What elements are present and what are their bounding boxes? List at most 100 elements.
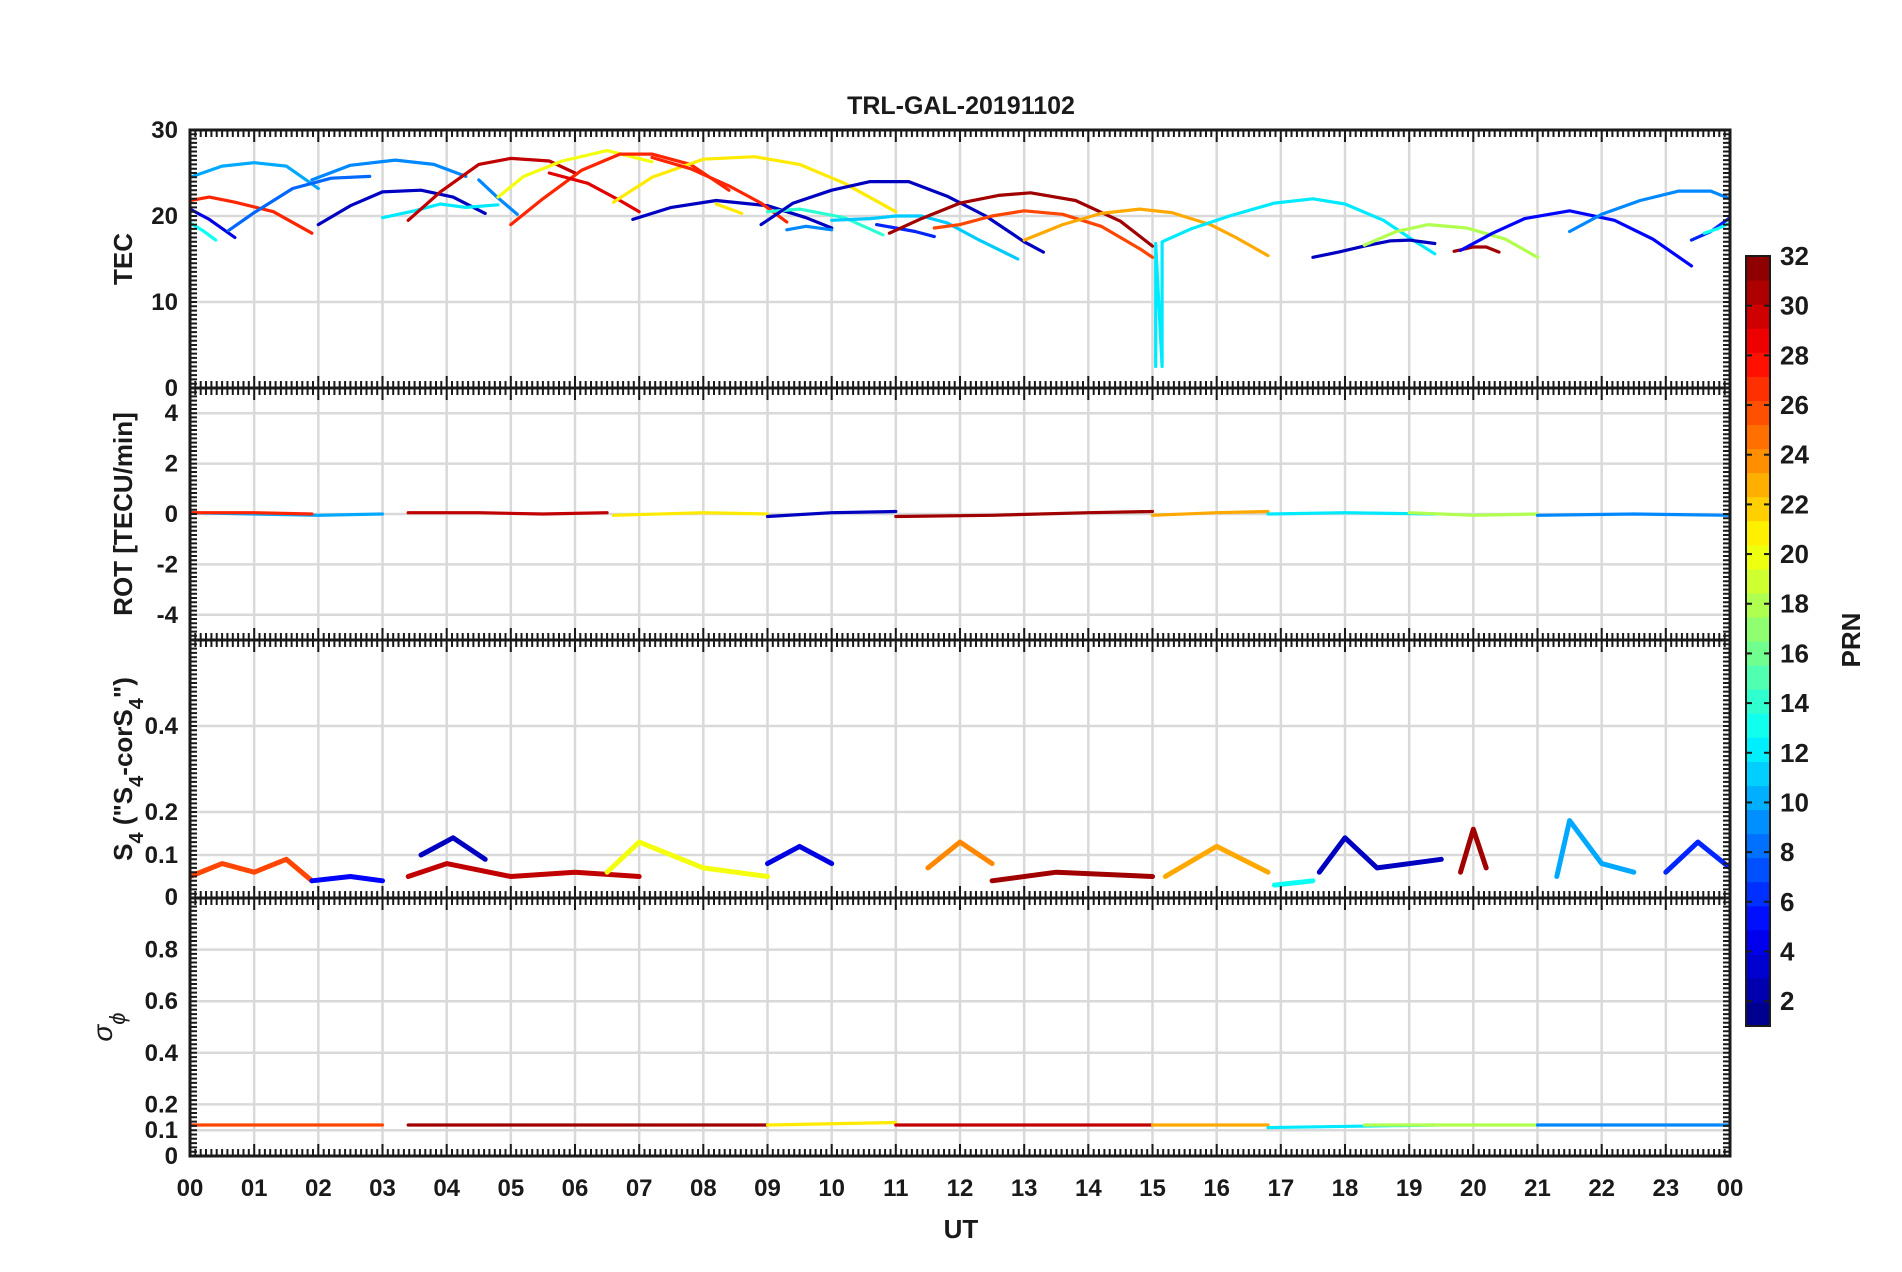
colorbar-label: PRN [1836,613,1866,668]
colorbar-segment [1746,520,1770,546]
x-tick-label: 11 [883,1175,908,1202]
colorbar-segment [1746,713,1770,738]
colorbar-segment [1746,424,1770,450]
series-prn-12 [380,202,500,220]
series-group [190,1120,1730,1130]
colorbar-segment [1746,977,1770,1003]
series-prn-9 [1567,189,1730,234]
colorbar-segment [1746,929,1770,955]
colorbar-segment [1746,857,1770,883]
y-tick-label: -4 [157,602,179,629]
colorbar-tick-label: 10 [1780,787,1809,817]
x-tick-label: 04 [433,1175,460,1202]
series-prn-21 [611,511,770,517]
x-tick-label: 21 [1524,1175,1551,1202]
colorbar-tick-label: 4 [1780,936,1795,966]
y-tick-label: 0 [165,1143,178,1170]
colorbar-segment [1746,568,1770,594]
colorbar-tick-label: 12 [1780,738,1809,768]
series-group [190,149,1730,369]
x-tick-label: 13 [1011,1175,1038,1202]
colorbar-segment [1746,785,1770,811]
series-prn-3 [759,180,1046,254]
series-prn-21 [765,1120,898,1127]
y-axis-label: ROT [TECU/min] [108,412,138,616]
series-prn-6 [1663,839,1730,875]
series-prn-31 [989,869,1155,884]
x-tick-label: 14 [1075,1175,1102,1202]
series-prn-31 [1458,826,1489,875]
panel-s4: 0 0.1 0.2 0.4S4 ("S4-corS4") [108,638,1732,911]
x-tick-label: 06 [562,1175,589,1202]
colorbar-tick-label: 16 [1780,638,1809,668]
series-prn-9 [785,224,834,232]
colorbar-tick-label: 26 [1780,390,1809,420]
y-tick-label: 0.8 [145,937,178,964]
y-tick-label: 0 [165,375,178,402]
x-tick-label: 22 [1588,1175,1615,1202]
colorbar-segment [1746,376,1770,401]
series-prn-11 [830,214,1020,261]
series-prn-13 [1271,878,1316,888]
colorbar-segment [1746,833,1770,859]
x-tick-label: 15 [1139,1175,1166,1202]
colorbar-segment [1746,256,1770,281]
series-group [190,818,1730,888]
colorbar-frame [1745,255,1771,1027]
series-prn-3 [1316,835,1444,875]
y-tick-label: 0 [165,884,178,911]
y-tick-label: 0.6 [145,988,178,1015]
x-tick-label: 18 [1332,1175,1359,1202]
colorbar-tick-label: 6 [1780,887,1794,917]
series-prn-3 [316,188,487,227]
x-axis-label: UT [944,1214,979,1244]
series-prn-12 [1154,197,1437,369]
colorbar-tick-label: 8 [1780,837,1794,867]
y-tick-label: -2 [157,551,178,578]
x-tick-label: 19 [1396,1175,1423,1202]
series-prn-3 [631,198,834,230]
x-tick-label: 00 [1717,1175,1744,1202]
series-prn-5 [1458,209,1694,268]
panel-rot: -4 -2 0 2 4 ROT [TECU/min] [108,386,1732,642]
x-axis: 00 01 02 03 04 05 06 07 08 09 10 11 12 13 14 15 16 17 18 19… [177,1175,1744,1202]
series-prn-10 [190,161,320,191]
series-prn-8 [226,174,372,233]
colorbar-segment [1746,472,1770,498]
colorbar-tick-label: 20 [1780,539,1809,569]
series-prn-20 [604,839,770,879]
series-prn-27 [190,511,314,516]
series-prn-27 [190,195,314,235]
x-tick-label: 05 [497,1175,524,1202]
panel-sigma: 00.10.2 0.4 0.6 0.8 σϕ [87,896,1732,1170]
colorbar-segment [1746,280,1770,305]
y-axis-label: S4 ("S4-corS4") [108,677,148,861]
colorbar-segment [1746,1001,1770,1027]
y-tick-label: 0.1 [145,1117,178,1144]
x-tick-label: 00 [177,1175,204,1202]
series-prn-12 [1266,511,1437,516]
series-prn-27 [650,155,789,224]
series-prn-23 [1022,207,1270,258]
series-prn-9 [310,158,468,182]
series-prn-10 [1554,818,1637,879]
colorbar-tick-label: 22 [1780,489,1809,519]
colorbar-tick-label: 2 [1780,986,1794,1016]
x-tick-label: 12 [947,1175,974,1202]
y-tick-label: 2 [165,451,178,478]
series-prn-6 [874,223,936,239]
series-group [190,509,1730,519]
colorbar-tick-label: 28 [1780,340,1809,370]
x-tick-label: 08 [690,1175,717,1202]
series-prn-5 [309,874,385,884]
series-prn-26 [932,209,1155,259]
colorbar-tick-label: 24 [1780,440,1809,470]
series-prn-24 [925,839,995,871]
series-prn-26 [190,856,315,884]
colorbar-segment [1746,328,1770,353]
colorbar-segment [1746,905,1770,931]
colorbar-segment [1746,761,1770,786]
y-axis-label: σϕ [87,1012,130,1041]
